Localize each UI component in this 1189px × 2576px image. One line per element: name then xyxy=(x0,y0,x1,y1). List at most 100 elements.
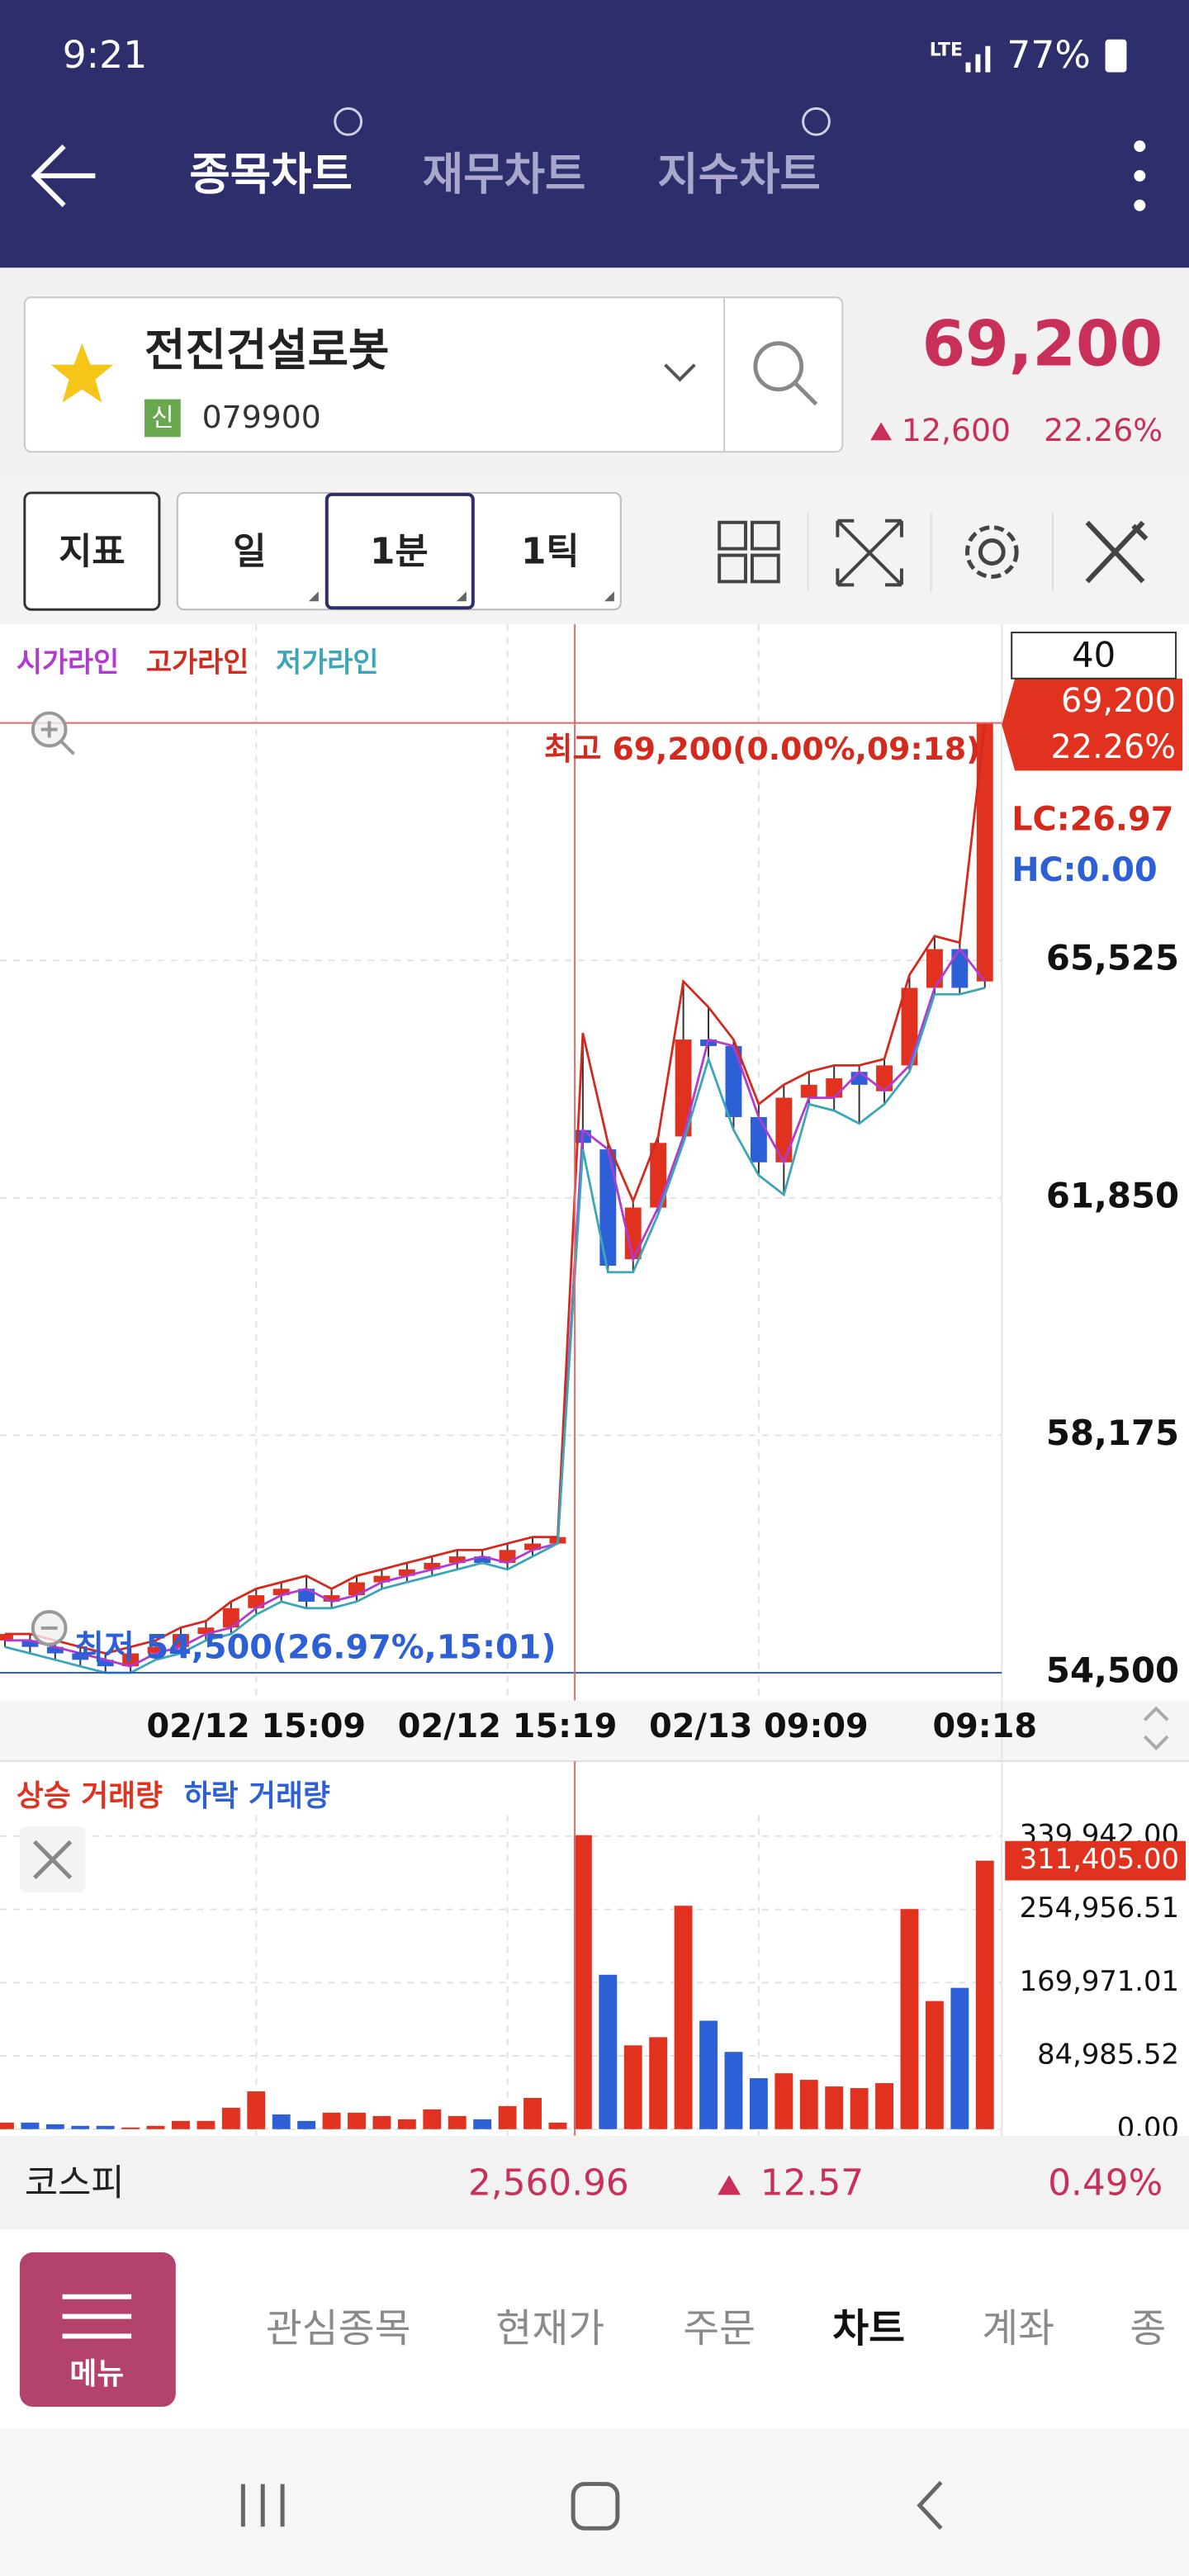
y-tick-label: 65,525 xyxy=(1046,938,1179,978)
plot xyxy=(0,624,1002,2136)
volume-bar xyxy=(423,2109,442,2129)
volume-bar xyxy=(71,2125,90,2129)
candle-body xyxy=(800,1084,817,1098)
volume-panel xyxy=(0,1761,1189,2136)
back-system[interactable] xyxy=(917,2480,943,2530)
candle-body xyxy=(976,722,993,982)
count-box[interactable] xyxy=(1011,632,1177,680)
indicator-line xyxy=(4,987,986,1674)
nav-item-active[interactable]: 차트 xyxy=(832,2307,905,2352)
menu-label[interactable]: 메뉴 xyxy=(69,2357,124,2391)
tab-icon xyxy=(334,107,363,136)
tab-active[interactable]: 종목차트 xyxy=(189,149,353,201)
nav-item[interactable]: 종 xyxy=(1130,2307,1166,2352)
candle-body xyxy=(72,1653,89,1660)
candle-body xyxy=(97,1660,114,1667)
volume-bar xyxy=(799,2080,818,2129)
resize-handle[interactable] xyxy=(1143,1706,1169,1750)
fullscreen-button[interactable] xyxy=(836,519,903,587)
candle-body xyxy=(197,1627,215,1635)
volume-bar xyxy=(397,2119,416,2129)
recent-apps[interactable] xyxy=(240,2484,285,2527)
volume-bar xyxy=(322,2112,341,2129)
zoom-in[interactable] xyxy=(31,711,75,755)
value-tag xyxy=(1005,1840,1187,1881)
nav-item[interactable]: 주문 xyxy=(683,2307,756,2352)
period-button[interactable]: 일 xyxy=(233,531,266,573)
x-tick-label: 02/13 09:09 xyxy=(649,1707,869,1745)
indicator-line xyxy=(4,722,987,1655)
system-nav xyxy=(0,2427,1189,2576)
visible-count[interactable]: 40 xyxy=(1072,634,1116,675)
volume-bar xyxy=(197,2120,216,2129)
volume-bar xyxy=(172,2120,190,2129)
lc-label: LC:26.97 xyxy=(1011,800,1173,838)
up-triangle xyxy=(718,2175,741,2195)
back-button[interactable] xyxy=(31,144,96,207)
y-tick-label: 58,175 xyxy=(1046,1413,1179,1453)
candle-body xyxy=(474,1556,491,1563)
candle-body xyxy=(46,1646,64,1654)
zoom-out[interactable] xyxy=(31,1610,68,1646)
index-name: 코스피 xyxy=(25,2162,125,2204)
legend-item: 상승 거래량 xyxy=(17,1779,163,1813)
indicator-button[interactable] xyxy=(23,491,161,611)
high-note: 최고 69,200(0.00%,09:18) xyxy=(544,731,981,767)
nav-item[interactable]: 관심종목 xyxy=(266,2307,411,2352)
stock-selector[interactable] xyxy=(23,296,844,453)
tab[interactable]: 재무차트 xyxy=(423,149,586,201)
candle-body xyxy=(750,1117,767,1163)
status-network: LTE xyxy=(930,40,963,61)
price-tag xyxy=(1002,678,1183,771)
search-button[interactable] xyxy=(753,341,818,406)
volume-bar xyxy=(825,2086,844,2129)
signal-icon xyxy=(965,45,991,73)
favorite-star[interactable] xyxy=(50,343,114,403)
stock-code: 079900 xyxy=(202,399,321,435)
nav-item[interactable]: 현재가 xyxy=(495,2307,604,2352)
period-selected[interactable] xyxy=(324,492,475,610)
dropdown-chevron[interactable] xyxy=(664,363,696,382)
more-menu[interactable] xyxy=(1134,140,1146,211)
indicator-label[interactable]: 지표 xyxy=(59,531,125,573)
y-tick-label: 61,850 xyxy=(1046,1175,1179,1215)
legend-item: 하락 거래량 xyxy=(184,1779,330,1813)
volume-bar xyxy=(950,1987,969,2129)
legend-item: 고가라인 xyxy=(146,646,249,678)
candle-body xyxy=(272,1589,290,1596)
menu-button[interactable] xyxy=(19,2252,176,2408)
volume-bar xyxy=(96,2125,115,2129)
nav-item[interactable]: 계좌 xyxy=(982,2307,1054,2352)
volume-bar xyxy=(724,2052,743,2129)
up-triangle xyxy=(870,422,892,441)
candle-body xyxy=(448,1556,466,1563)
volume-bar xyxy=(221,2107,240,2129)
x-tick-label: 02/12 15:19 xyxy=(398,1707,618,1745)
candle-body xyxy=(901,987,918,1066)
tab[interactable]: 지수차트 xyxy=(657,149,821,201)
badge xyxy=(144,399,181,438)
candle-body xyxy=(147,1646,164,1654)
y-tick-label: 169,971.01 xyxy=(1020,1965,1179,1997)
volume-bar xyxy=(674,1906,693,2129)
x-axis-band xyxy=(0,1700,1189,1762)
index-ticker xyxy=(0,2135,1189,2230)
volume-bar xyxy=(0,2122,14,2129)
y-tick-label: 54,500 xyxy=(1046,1650,1179,1691)
close-volume[interactable] xyxy=(19,1826,86,1893)
home-button[interactable] xyxy=(571,2482,620,2531)
volume-bar xyxy=(925,2001,944,2129)
settings-button[interactable] xyxy=(965,525,1019,579)
volume-bar xyxy=(573,1835,592,2129)
tools-button[interactable] xyxy=(1085,520,1149,584)
stock-change-pct: 22.26% xyxy=(1044,412,1163,448)
period-button[interactable]: 1틱 xyxy=(521,531,580,573)
candle-body xyxy=(826,1078,843,1098)
period-button[interactable]: 1분 xyxy=(370,531,429,573)
layout-button[interactable] xyxy=(718,520,780,584)
candle-body xyxy=(599,1149,617,1266)
candle-body xyxy=(0,1634,13,1641)
price-tag-change: 22.26% xyxy=(1050,728,1176,766)
